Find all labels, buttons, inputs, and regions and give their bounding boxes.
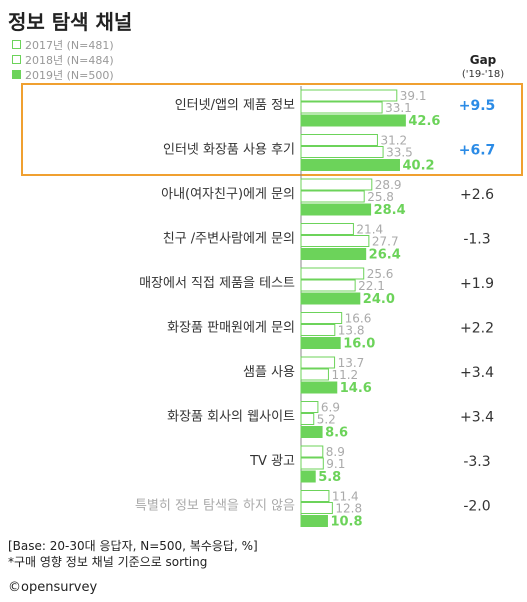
gap-value: -3.3: [463, 454, 490, 470]
gap-value: +3.4: [460, 365, 494, 381]
legend: 2017년 (N=481) 2018년 (N=484) 2019년 (N=500…: [12, 37, 114, 82]
data-label-2018: 33.1: [385, 101, 412, 115]
highlight-box: [21, 83, 523, 176]
category-label: 샘플 사용: [243, 365, 295, 380]
category-label: 화장품 회사의 웹사이트: [167, 410, 295, 425]
bar-2019: [300, 381, 338, 394]
data-label-2018: 13.8: [338, 324, 365, 338]
bar-2018: [300, 190, 365, 203]
legend-swatch-2018: [12, 55, 21, 64]
bar-2019: [300, 114, 406, 127]
legend-swatch-2017: [12, 40, 21, 49]
gap-value: +9.5: [459, 98, 496, 114]
data-label-2019: 10.8: [330, 515, 362, 530]
data-label-2017: 25.6: [367, 267, 394, 281]
category-label: 화장품 판매원에게 문의: [167, 321, 295, 336]
data-label-2017: 16.6: [345, 312, 372, 326]
data-label-2017: 31.2: [380, 134, 407, 148]
bar-2018: [300, 235, 370, 247]
data-label-2019: 24.0: [363, 292, 395, 307]
gap-header-subtitle: ('19-'18): [461, 69, 505, 80]
data-label-2018: 27.7: [372, 235, 399, 249]
gap-value: +3.4: [460, 410, 494, 426]
bar-2018: [300, 413, 315, 425]
category-label: 친구 /주변사람에게 문의: [163, 232, 295, 247]
legend-label-2018: 2018년 (N=484): [25, 53, 114, 67]
data-label-2018: 22.1: [358, 279, 385, 293]
data-label-2019: 26.4: [369, 248, 401, 263]
data-label-2018: 9.1: [326, 457, 345, 471]
bar-2018: [300, 457, 324, 470]
gap-value: +2.6: [460, 187, 494, 203]
bar-2017: [300, 356, 336, 369]
data-label-2017: 13.7: [338, 356, 365, 370]
bar-2017: [300, 134, 378, 146]
bar-2019: [300, 248, 367, 260]
data-label-2017: 28.9: [375, 178, 402, 192]
bar-2018: [300, 101, 383, 114]
gap-value: +6.7: [459, 143, 496, 159]
data-label-2019: 42.6: [408, 114, 440, 129]
data-label-2018: 11.2: [331, 368, 358, 382]
chart-title: 정보 탐색 채널: [8, 10, 133, 34]
gap-header: Gap ('19-'18): [458, 53, 508, 80]
legend-item-2017: 2017년 (N=481): [12, 37, 114, 52]
gap-value: -2.0: [463, 499, 490, 515]
data-label-2018: 5.2: [317, 413, 336, 427]
bar-2017: [300, 89, 398, 102]
bar-2018: [300, 324, 336, 336]
data-label-2019: 16.0: [343, 337, 375, 352]
legend-label-2017: 2017년 (N=481): [25, 38, 114, 52]
data-label-2019: 28.4: [374, 203, 406, 218]
data-label-2017: 6.9: [321, 401, 340, 415]
bar-2019: [300, 203, 372, 216]
bar-2019: [300, 470, 316, 483]
bar-2018: [300, 368, 329, 381]
bar-2019: [300, 426, 323, 438]
category-label: 인터넷/앱의 제품 정보: [175, 98, 295, 113]
data-label-2018: 12.8: [335, 502, 362, 516]
legend-swatch-2019: [12, 70, 21, 79]
bar-2017: [300, 223, 354, 235]
data-label-2019: 5.8: [318, 470, 341, 485]
category-label: 아내(여자친구)에게 문의: [161, 187, 295, 202]
brand-logo: ©opensurvey: [8, 580, 98, 595]
bar-2019: [300, 159, 400, 171]
gap-value: +1.9: [460, 276, 494, 292]
gap-header-title: Gap: [469, 53, 497, 67]
bar-2018: [300, 279, 356, 292]
bar-2018: [300, 502, 333, 514]
bar-2019: [300, 515, 328, 527]
bar-2019: [300, 337, 341, 349]
data-label-2017: 11.4: [332, 490, 359, 504]
bar-2017: [300, 490, 330, 502]
data-label-2017: 39.1: [400, 89, 427, 103]
bar-2017: [300, 178, 373, 191]
legend-item-2018: 2018년 (N=484): [12, 52, 114, 67]
category-label: 특별히 정보 탐색을 하지 않음: [135, 499, 295, 514]
category-label: TV 광고: [249, 454, 295, 469]
data-label-2018: 25.8: [367, 190, 394, 204]
bar-2019: [300, 292, 361, 305]
data-label-2017: 21.4: [356, 223, 383, 237]
bar-2018: [300, 146, 384, 158]
footnote-sorting: *구매 영향 정보 채널 기준으로 sorting: [8, 555, 208, 569]
gap-value: -1.3: [463, 232, 490, 248]
data-label-2019: 8.6: [325, 426, 348, 441]
bar-2017: [300, 445, 324, 458]
legend-label-2019: 2019년 (N=500): [25, 68, 114, 82]
data-label-2017: 8.9: [326, 445, 345, 459]
data-label-2019: 40.2: [402, 159, 434, 174]
footnote-base: [Base: 20-30대 응답자, N=500, 복수응답, %]: [8, 539, 258, 553]
legend-item-2019: 2019년 (N=500): [12, 67, 114, 82]
data-label-2019: 14.6: [340, 381, 372, 396]
category-label: 매장에서 직접 제품을 테스트: [139, 276, 295, 291]
data-label-2018: 33.5: [386, 146, 413, 160]
category-label: 인터넷 화장품 사용 후기: [163, 143, 295, 158]
bar-2017: [300, 267, 365, 280]
bar-2017: [300, 312, 343, 324]
gap-value: +2.2: [460, 321, 494, 337]
bar-2017: [300, 401, 319, 413]
